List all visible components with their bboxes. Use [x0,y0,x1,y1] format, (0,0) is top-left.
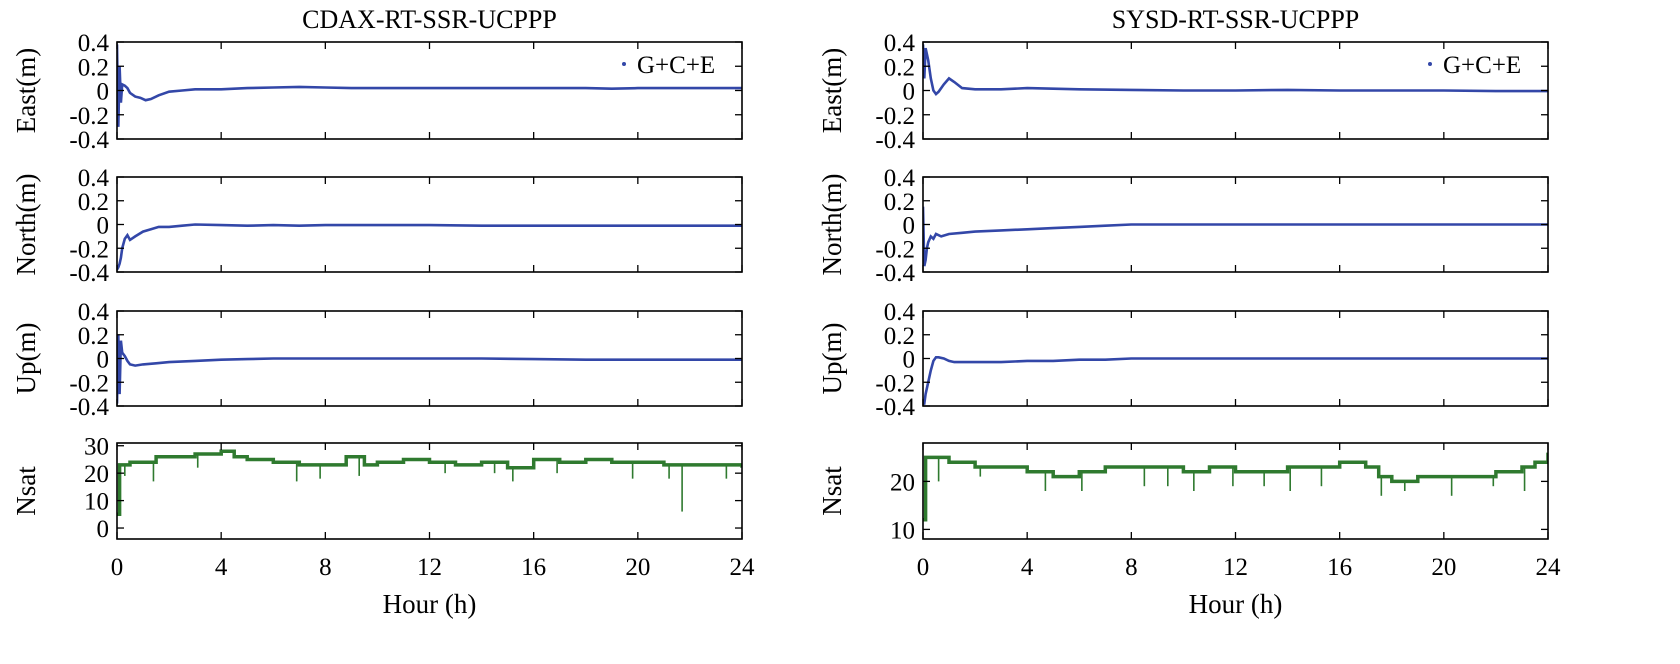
x-tick-label: 24 [1536,554,1562,581]
y-tick-label: -0.2 [875,236,915,263]
y-tick-label: -0.2 [69,103,109,130]
y-tick-label: 0 [903,79,916,106]
y-tick-label: -0.2 [69,236,109,263]
subplot-northm: 0.40.20-0.2-0.4 North(m) [11,165,743,287]
x-tick-label: 24 [730,554,756,581]
y-axis-label: East(m) [11,48,41,133]
series-line [923,452,1548,522]
x-axis-label: Hour (h) [383,589,477,619]
legend-marker [1428,62,1432,66]
y-axis-label: North(m) [817,174,847,276]
x-tick-label: 16 [521,554,546,581]
y-tick-label: 0 [97,516,110,543]
y-tick-label: 20 [890,469,915,496]
y-tick-label: -0.2 [69,370,109,397]
y-tick-label: 0.4 [884,165,916,192]
y-tick-label: 0.2 [78,189,109,216]
y-tick-label: 10 [890,517,915,544]
y-tick-label: 20 [84,461,109,488]
x-tick-label: 12 [417,554,442,581]
series-line [117,334,742,404]
legend: G+C+E [1428,52,1521,79]
y-axis-label: North(m) [11,174,41,276]
subplot-eastm: 0.40.20-0.2-0.4 East(m) G+C+E [817,30,1549,154]
y-tick-label: -0.4 [875,127,915,154]
series-line [117,223,742,271]
y-axis-label: Nsat [817,466,847,516]
y-tick-label: 0.2 [78,54,109,81]
y-tick-label: 0.4 [884,30,916,57]
x-tick-label: 20 [1431,554,1456,581]
y-tick-label: -0.4 [69,394,109,421]
y-tick-label: 0.4 [78,30,110,57]
x-tick-label: 0 [917,554,930,581]
y-tick-label: 0.2 [78,323,109,350]
axes-box [116,442,743,540]
y-axis-label: Up(m) [11,323,41,395]
y-tick-label: 0.4 [78,165,110,192]
subplot-upm: 0.40.20-0.2-0.4 Up(m) [817,299,1549,421]
x-tick-label: 20 [625,554,650,581]
legend-label: G+C+E [637,52,715,79]
y-tick-label: 0 [97,213,110,240]
y-tick-label: 0 [903,213,916,240]
y-axis-label: East(m) [817,48,847,133]
y-tick-label: 0 [97,347,110,374]
series-line [117,449,742,517]
series-line [117,44,742,127]
y-tick-label: 0 [903,347,916,374]
legend-marker [622,62,626,66]
subplot-northm: 0.40.20-0.2-0.4 North(m) [817,165,1549,287]
x-tick-label: 4 [215,554,228,581]
y-tick-label: 10 [84,489,109,516]
x-tick-label: 0 [111,554,124,581]
axes-box [922,442,1549,540]
legend-label: G+C+E [1443,52,1521,79]
y-tick-label: 0 [97,79,110,106]
x-axis-label: Hour (h) [1189,589,1283,619]
x-tick-label: 16 [1327,554,1352,581]
y-axis-label: Up(m) [817,323,847,395]
x-tick-label: 12 [1223,554,1248,581]
x-tick-label: 4 [1021,554,1034,581]
subplot-eastm: 0.40.20-0.2-0.4 East(m) G+C+E [11,30,743,154]
x-tick-label: 8 [1125,554,1138,581]
y-tick-label: -0.4 [875,260,915,287]
y-tick-label: 0.4 [78,299,110,326]
series-line [923,206,1548,267]
y-tick-label: -0.4 [875,394,915,421]
y-tick-label: 0.2 [884,54,915,81]
y-tick-label: -0.4 [69,127,109,154]
subplot-upm: 0.40.20-0.2-0.4 Up(m) [11,299,743,421]
y-axis-label: Nsat [11,466,41,516]
legend: G+C+E [622,52,715,79]
y-tick-label: -0.4 [69,260,109,287]
subplot-nsat: 20 10 Nsat [817,442,1549,544]
panel-title: CDAX-RT-SSR-UCPPP [302,5,557,34]
y-tick-label: 0.2 [884,189,915,216]
y-tick-label: -0.2 [875,370,915,397]
panel-title: SYSD-RT-SSR-UCPPP [1112,5,1359,34]
y-tick-label: 0.2 [884,323,915,350]
y-tick-label: 0.4 [884,299,916,326]
series-line [923,356,1548,405]
y-tick-label: -0.2 [875,103,915,130]
x-tick-label: 8 [319,554,332,581]
y-tick-label: 30 [84,434,109,461]
